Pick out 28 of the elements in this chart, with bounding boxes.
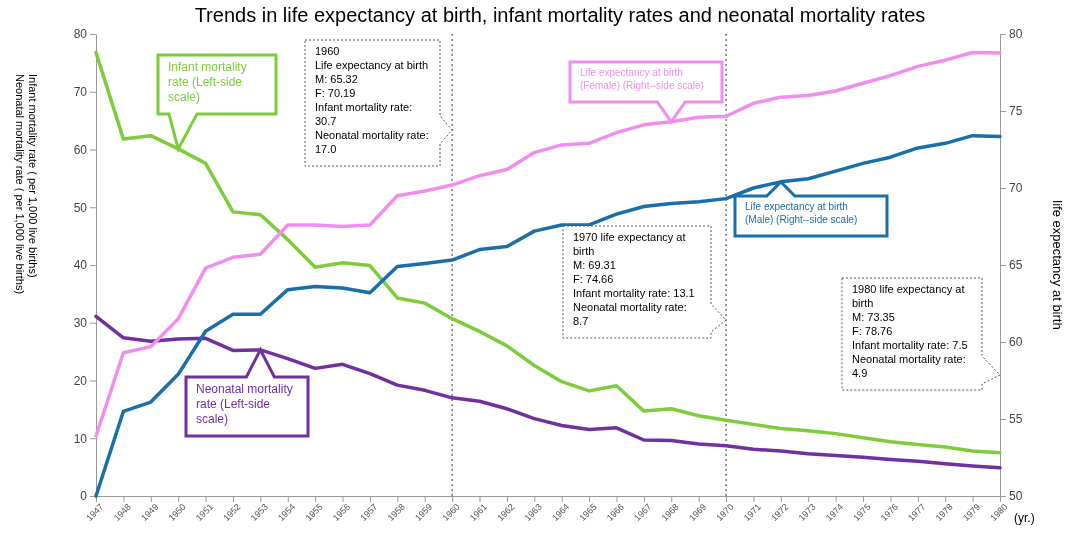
y-tick-label: 60	[73, 142, 88, 157]
y-tick-label: 20	[73, 373, 88, 388]
line-series	[94, 314, 1002, 470]
y-tick-label: 10	[73, 431, 88, 446]
y2-tick-label: 50	[1009, 489, 1023, 504]
y2-axis-title: life expectancy at birth	[1050, 200, 1065, 330]
y2-tick-label: 75	[1009, 104, 1023, 119]
y2-tick-label: 55	[1009, 412, 1023, 427]
y-tick-label: 40	[73, 258, 88, 273]
y2-tick-label: 80	[1009, 27, 1023, 42]
y-tick-label: 30	[73, 316, 88, 331]
y-tick-label: 80	[73, 27, 88, 42]
y-tick-label: 50	[73, 200, 88, 215]
chart-title: Trends in life expectancy at birth, infant mortality rates and neonatal mortality rates	[194, 4, 926, 26]
x-axis-title: (yr.)	[1014, 511, 1035, 525]
y2-tick-label: 60	[1009, 335, 1023, 350]
annotation: 1960 Life expectancy at birth M: 65.32 F: 70.19 Infant mortality rate: 30.7 Neonatal mortality rate: 17.0	[315, 45, 429, 155]
y-tick-label: 0	[80, 489, 88, 504]
y2-tick-label: 65	[1009, 258, 1023, 273]
y2-tick-label: 70	[1009, 181, 1023, 196]
annotation: 1970 life expectancy at birth M: 69.31 F: 74.66 Infant mortality rate: 13.1 Neonatal mortality rate: 8.7	[573, 231, 695, 327]
annotation: 1980 life expectancy at birth M: 73.35 F: 78.76 Infant mortality rate: 7.5 Neonatal mortality rate: 4.9	[852, 283, 968, 379]
y-tick-label: 70	[73, 85, 88, 100]
series-label: Neonatal mortality rate (Left-side scale)	[196, 382, 293, 426]
text: Life expectancy at birth (Female) (Right--side scale)	[580, 67, 704, 91]
y-axis-title: Infant mortality rate ( per 1,000 live births) Neonatal mortality rate ( per 1,000 live births)	[14, 74, 39, 295]
text: Infant mortality rate (Left-side scale)	[168, 60, 247, 104]
series-label: Life expectancy at birth (Male) (Right--side scale)	[745, 201, 858, 225]
